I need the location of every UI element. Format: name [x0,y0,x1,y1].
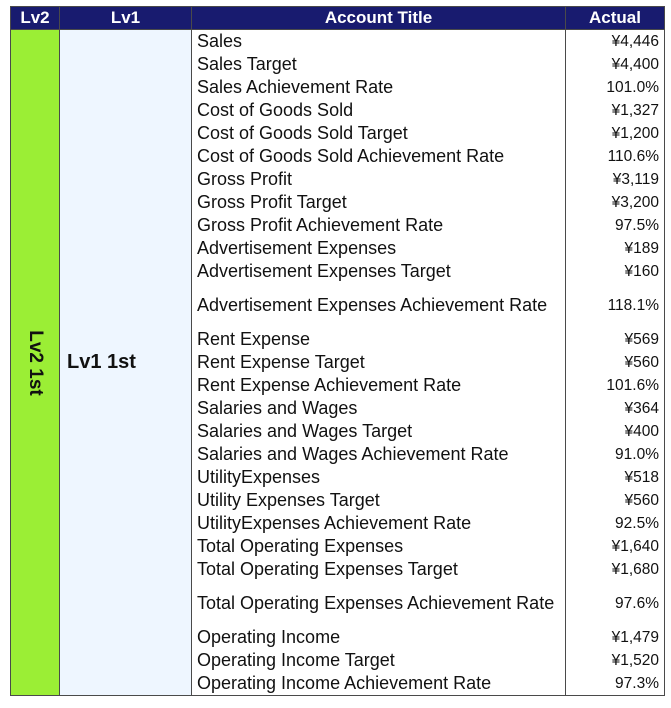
actual-value-cell[interactable]: 97.5% [565,214,665,237]
account-title-cell[interactable]: Sales Target [191,53,566,76]
lv1-group-cell[interactable]: Lv1 1st [59,29,192,696]
table-row: Cost of Goods Sold Target ¥1,200 [11,122,665,145]
table-row: Sales Target ¥4,400 [11,53,665,76]
table-row: Rent Expense Achievement Rate 101.6% [11,374,665,397]
report-table-wrapper: Lv2 Lv1 Account Title Actual Lv2 1st Lv1 … [10,6,665,696]
account-title-cell[interactable]: Operating Income Target [191,649,566,672]
account-title-cell[interactable]: Total Operating Expenses Target [191,558,566,581]
account-title-cell[interactable]: Cost of Goods Sold Achievement Rate [191,145,566,168]
table-row: Salaries and Wages Target ¥400 [11,420,665,443]
table-row: UtilityExpenses ¥518 [11,466,665,489]
account-title-cell[interactable]: Advertisement Expenses [191,237,566,260]
account-title-cell[interactable]: Gross Profit Target [191,191,566,214]
actual-value-cell[interactable]: 92.5% [565,512,665,535]
table-row: Gross Profit Target ¥3,200 [11,191,665,214]
account-title-cell[interactable]: Cost of Goods Sold Target [191,122,566,145]
table-row: Utility Expenses Target ¥560 [11,489,665,512]
table-row: Advertisement Expenses Achievement Rate 1… [11,283,665,328]
actual-value-cell[interactable]: 97.6% [565,581,665,626]
table-row: Lv2 1st Lv1 1st Sales ¥4,446 [10,29,665,696]
table-row: UtilityExpenses Achievement Rate 92.5% [11,512,665,535]
header-lv2[interactable]: Lv2 [10,6,60,30]
table-header: Lv2 Lv1 Account Title Actual [10,6,665,30]
actual-value-cell[interactable]: 110.6% [565,145,665,168]
account-title-cell[interactable]: Advertisement Expenses Achievement Rate [191,283,566,328]
account-title-cell[interactable]: Salaries and Wages [191,397,566,420]
actual-value-cell[interactable]: 97.3% [565,672,665,696]
header-actual[interactable]: Actual [565,6,665,30]
actual-value-cell[interactable]: ¥1,680 [565,558,665,581]
actual-value-cell[interactable]: ¥3,200 [565,191,665,214]
table-row: Cost of Goods Sold Achievement Rate 110.6… [11,145,665,168]
table-row: Salaries and Wages Achievement Rate 91.0% [11,443,665,466]
table-body: Lv2 1st Lv1 1st Sales ¥4,446 Sales Target ¥4,… [10,29,665,696]
actual-value-cell[interactable]: ¥1,479 [565,626,665,649]
table-row: Cost of Goods Sold ¥1,327 [11,99,665,122]
account-title-cell[interactable]: Rent Expense Achievement Rate [191,374,566,397]
actual-value-cell[interactable]: 118.1% [565,283,665,328]
account-title-cell[interactable]: Total Operating Expenses [191,535,566,558]
header-row: Lv2 Lv1 Account Title Actual [10,6,665,30]
actual-value-cell[interactable]: ¥1,520 [565,649,665,672]
table-row: Operating Income Achievement Rate 97.3% [11,672,665,696]
table-row: Advertisement Expenses Target ¥160 [11,260,665,283]
account-title-cell[interactable]: Gross Profit [191,168,566,191]
table-row: Rent Expense ¥569 [11,328,665,351]
account-title-cell[interactable]: Advertisement Expenses Target [191,260,566,283]
actual-value-cell[interactable]: ¥518 [565,466,665,489]
account-title-cell[interactable]: Sales [191,29,566,53]
table-row: Total Operating Expenses Achievement Rat… [11,581,665,626]
actual-value-cell[interactable]: ¥4,446 [565,29,665,53]
account-title-cell[interactable]: UtilityExpenses [191,466,566,489]
account-title-cell[interactable]: Utility Expenses Target [191,489,566,512]
actual-value-cell[interactable]: ¥4,400 [565,53,665,76]
account-title-cell[interactable]: Rent Expense [191,328,566,351]
actual-value-cell[interactable]: ¥189 [565,237,665,260]
actual-value-cell[interactable]: ¥400 [565,420,665,443]
account-report-table: Lv2 Lv1 Account Title Actual Lv2 1st Lv1 … [10,6,665,696]
actual-value-cell[interactable]: 101.6% [565,374,665,397]
header-account-title[interactable]: Account Title [191,6,566,30]
actual-value-cell[interactable]: ¥560 [565,489,665,512]
account-title-cell[interactable]: Rent Expense Target [191,351,566,374]
table-row: Gross Profit Achievement Rate 97.5% [11,214,665,237]
actual-value-cell[interactable]: ¥160 [565,260,665,283]
table-row: Advertisement Expenses ¥189 [11,237,665,260]
actual-value-cell[interactable]: ¥560 [565,351,665,374]
account-title-cell[interactable]: Total Operating Expenses Achievement Rat… [191,581,566,626]
actual-value-cell[interactable]: 91.0% [565,443,665,466]
table-row: Rent Expense Target ¥560 [11,351,665,374]
table-row: Sales Achievement Rate 101.0% [11,76,665,99]
table-row: Total Operating Expenses ¥1,640 [11,535,665,558]
lv2-group-label: Lv2 1st [25,329,46,396]
actual-value-cell[interactable]: ¥1,327 [565,99,665,122]
lv2-group-cell[interactable]: Lv2 1st [10,29,60,696]
table-row: Gross Profit ¥3,119 [11,168,665,191]
actual-value-cell[interactable]: ¥1,200 [565,122,665,145]
actual-value-cell[interactable]: ¥364 [565,397,665,420]
header-lv1[interactable]: Lv1 [59,6,192,30]
account-title-cell[interactable]: Cost of Goods Sold [191,99,566,122]
account-title-cell[interactable]: Operating Income [191,626,566,649]
account-title-cell[interactable]: Operating Income Achievement Rate [191,672,566,696]
table-row: Total Operating Expenses Target ¥1,680 [11,558,665,581]
table-row: Operating Income ¥1,479 [11,626,665,649]
table-row: Operating Income Target ¥1,520 [11,649,665,672]
actual-value-cell[interactable]: ¥569 [565,328,665,351]
actual-value-cell[interactable]: 101.0% [565,76,665,99]
account-title-cell[interactable]: Gross Profit Achievement Rate [191,214,566,237]
actual-value-cell[interactable]: ¥3,119 [565,168,665,191]
table-row: Salaries and Wages ¥364 [11,397,665,420]
actual-value-cell[interactable]: ¥1,640 [565,535,665,558]
account-title-cell[interactable]: Sales Achievement Rate [191,76,566,99]
account-title-cell[interactable]: Salaries and Wages Achievement Rate [191,443,566,466]
account-title-cell[interactable]: Salaries and Wages Target [191,420,566,443]
account-title-cell[interactable]: UtilityExpenses Achievement Rate [191,512,566,535]
